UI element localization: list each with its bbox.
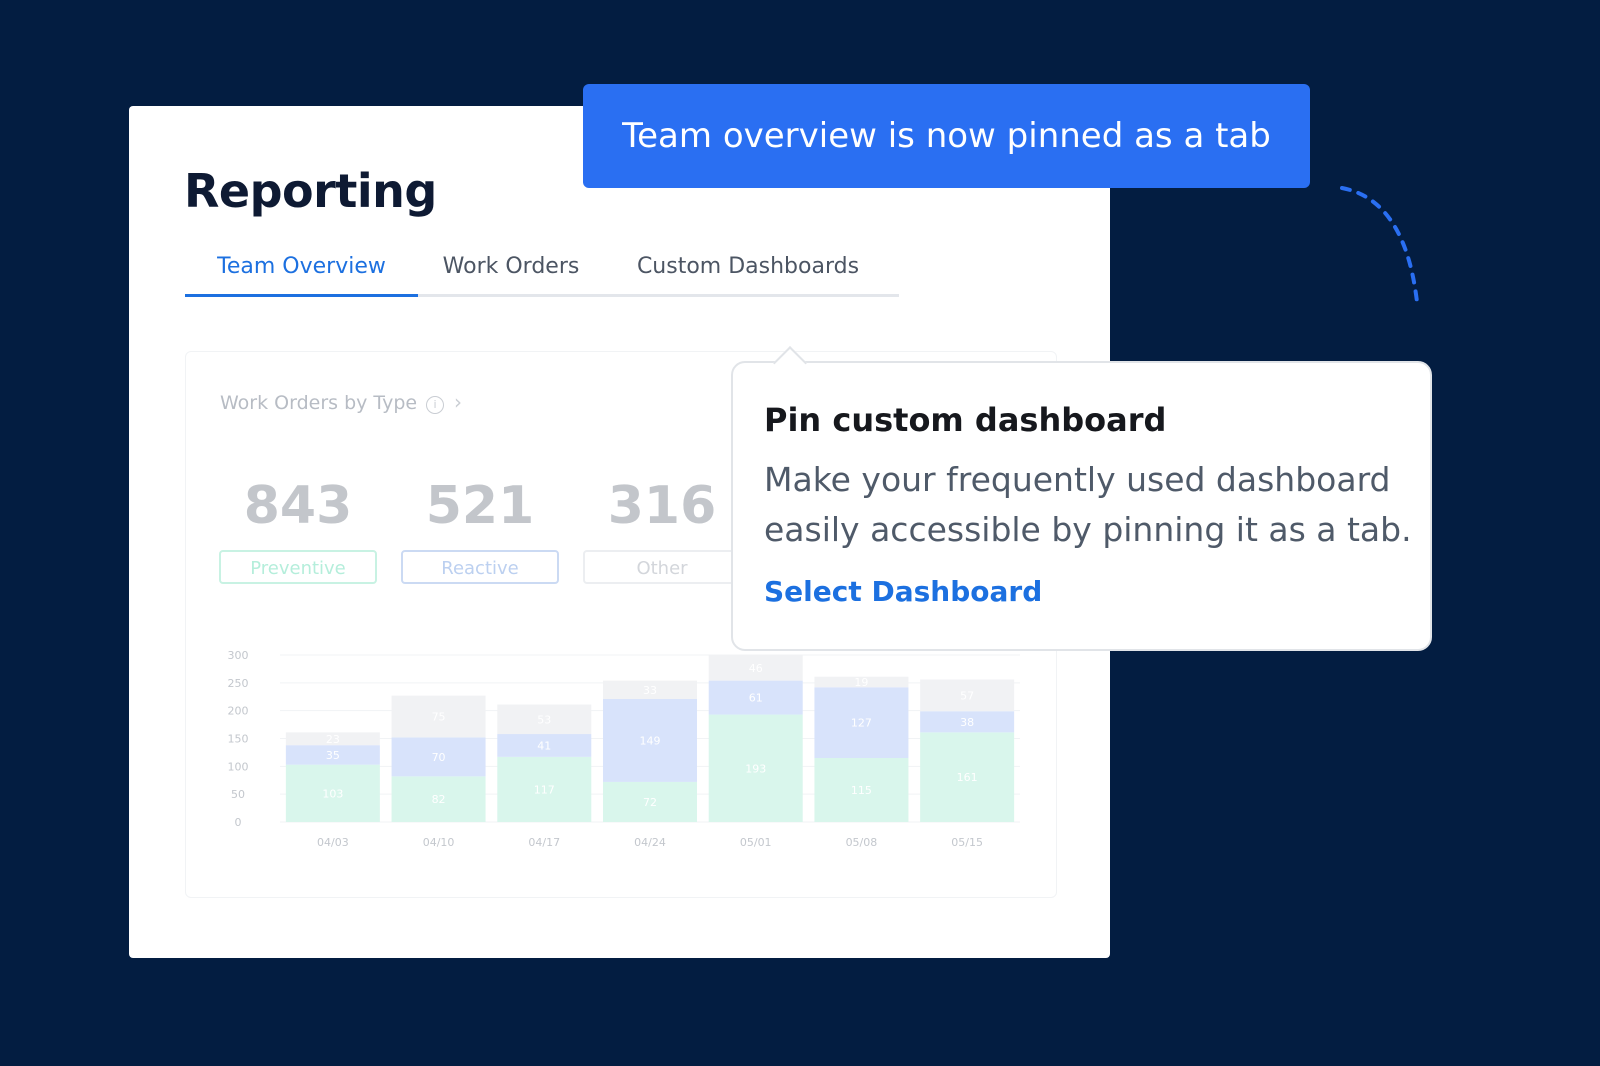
bar-segment bbox=[708, 714, 803, 822]
data-label: 38 bbox=[960, 716, 974, 729]
y-tick-label: 150 bbox=[228, 733, 249, 746]
bar-segment bbox=[603, 698, 697, 782]
data-label: 115 bbox=[851, 784, 872, 797]
pin-dashboard-popover: Pin custom dashboard Make your frequentl… bbox=[731, 346, 1432, 651]
data-label: 193 bbox=[745, 762, 766, 775]
data-label: 70 bbox=[432, 751, 446, 764]
bar-segment bbox=[814, 757, 909, 822]
dashed-arc-decoration bbox=[1340, 186, 1419, 304]
x-tick-label: 04/17 bbox=[528, 836, 560, 849]
data-label: 41 bbox=[537, 739, 551, 752]
bar-segment bbox=[920, 679, 1015, 712]
bar-segment bbox=[285, 732, 380, 746]
y-tick-label: 250 bbox=[228, 677, 249, 690]
page-title: Reporting bbox=[184, 164, 437, 218]
data-label: 61 bbox=[749, 692, 763, 705]
x-tick-label: 05/15 bbox=[951, 836, 983, 849]
data-label: 53 bbox=[537, 713, 551, 726]
popover-title: Pin custom dashboard bbox=[764, 401, 1167, 439]
data-label: 72 bbox=[643, 796, 657, 809]
stat-badge-reactive[interactable]: Reactive bbox=[401, 550, 559, 584]
data-label: 33 bbox=[643, 684, 657, 697]
stat-other: 316 Other bbox=[583, 470, 741, 584]
data-label: 19 bbox=[854, 676, 868, 689]
bar-segment bbox=[603, 680, 697, 699]
bar-segment bbox=[814, 676, 909, 688]
x-tick-label: 04/24 bbox=[634, 836, 666, 849]
bar-segment bbox=[708, 680, 803, 715]
bar-segment bbox=[603, 781, 697, 822]
bar-segment bbox=[497, 704, 592, 735]
stat-badge-other[interactable]: Other bbox=[583, 550, 741, 584]
y-tick-label: 100 bbox=[228, 760, 249, 773]
tab-custom-dashboards[interactable]: Custom Dashboards bbox=[636, 254, 860, 279]
bar-segment bbox=[285, 745, 380, 765]
stat-reactive: 521 Reactive bbox=[401, 470, 559, 584]
bar-segment bbox=[497, 734, 592, 757]
bar-segment bbox=[285, 764, 380, 822]
bar-segment bbox=[920, 732, 1015, 822]
chevron-right-icon[interactable]: › bbox=[454, 390, 462, 414]
data-label: 46 bbox=[749, 662, 763, 675]
tab-work-orders[interactable]: Work Orders bbox=[442, 254, 580, 279]
bar-segment bbox=[391, 737, 486, 777]
data-label: 82 bbox=[432, 793, 446, 806]
stat-value: 843 bbox=[243, 476, 353, 536]
data-label: 161 bbox=[957, 771, 978, 784]
bar-segment bbox=[497, 756, 592, 822]
data-label: 57 bbox=[960, 689, 974, 702]
active-tab-indicator bbox=[185, 294, 418, 297]
data-label: 23 bbox=[326, 733, 340, 746]
bar-segment bbox=[814, 687, 909, 758]
data-label: 35 bbox=[326, 749, 340, 762]
x-tick-label: 05/01 bbox=[740, 836, 772, 849]
bar-segment bbox=[920, 711, 1015, 733]
bar-segment bbox=[391, 695, 486, 738]
x-tick-label: 05/08 bbox=[846, 836, 878, 849]
x-tick-label: 04/10 bbox=[423, 836, 455, 849]
widget-title: Work Orders by Type bbox=[220, 392, 418, 414]
data-label: 117 bbox=[534, 783, 555, 796]
stacked-bar-chart: 0 50 100 150 200 250 300 103 35 23 04/03 82 70 75 04/1… bbox=[228, 649, 1020, 849]
tab-team-overview[interactable]: Team Overview bbox=[217, 254, 386, 279]
bar-segment bbox=[391, 776, 486, 822]
select-dashboard-link[interactable]: Select Dashboard bbox=[764, 575, 1043, 608]
y-tick-label: 0 bbox=[235, 816, 242, 829]
stat-badge-preventive[interactable]: Preventive bbox=[219, 550, 377, 584]
data-label: 127 bbox=[851, 717, 872, 730]
popover-body: Make your frequently used dashboard easi… bbox=[764, 460, 1412, 549]
stat-value: 521 bbox=[425, 476, 535, 536]
bar-segment bbox=[708, 655, 803, 681]
data-label: 75 bbox=[432, 711, 446, 724]
stat-preventive: 843 Preventive bbox=[219, 470, 377, 584]
data-label: 103 bbox=[322, 787, 343, 800]
data-label: 149 bbox=[640, 734, 661, 747]
tab-bar: Team Overview Work Orders Custom Dashboa… bbox=[185, 254, 899, 297]
info-circle-icon[interactable]: i bbox=[426, 396, 444, 414]
y-tick-label: 200 bbox=[228, 705, 249, 718]
pinned-toast: Team overview is now pinned as a tab bbox=[583, 84, 1310, 188]
stat-value: 316 bbox=[607, 476, 717, 536]
y-tick-label: 300 bbox=[228, 649, 249, 662]
x-tick-label: 04/03 bbox=[317, 836, 349, 849]
y-tick-label: 50 bbox=[231, 788, 245, 801]
